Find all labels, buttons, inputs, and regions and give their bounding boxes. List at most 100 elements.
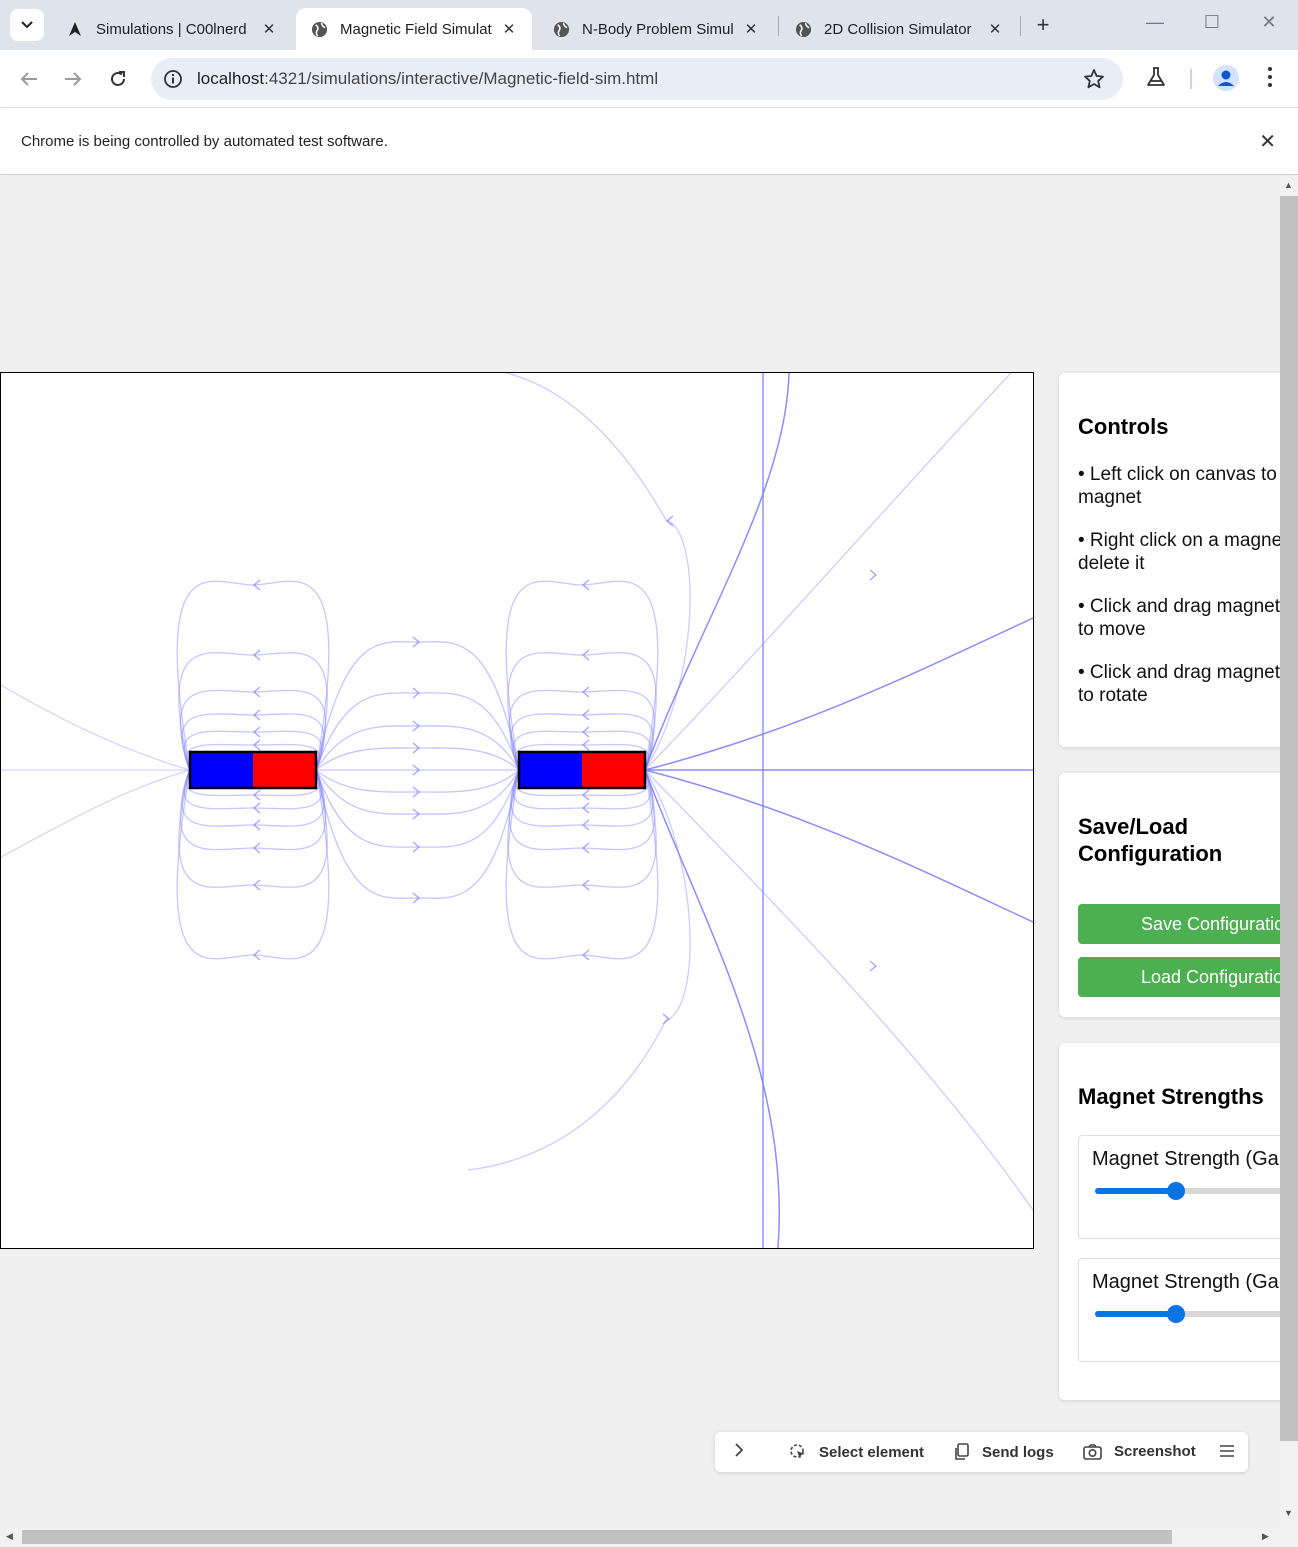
field-line xyxy=(1,769,191,858)
send-logs-button[interactable]: Send logs xyxy=(953,1443,1054,1461)
scroll-left-icon[interactable]: ◀ xyxy=(6,1531,13,1541)
globe-icon xyxy=(794,20,812,38)
field-line xyxy=(176,769,330,960)
magnet-strengths-title: Magnet Strengths xyxy=(1078,1084,1264,1109)
field-arrow xyxy=(581,709,590,721)
arrow-right-icon xyxy=(65,72,82,86)
field-arrow xyxy=(581,739,590,751)
close-icon[interactable]: ✕ xyxy=(262,21,276,38)
field-line xyxy=(315,692,520,771)
magnet-strength-group: Magnet Strength (Gauss) xyxy=(1078,1258,1280,1362)
tab-simulations[interactable]: Simulations | C00lnerd ✕ xyxy=(52,8,292,50)
field-arrow xyxy=(252,649,261,661)
tab-n-body[interactable]: N-Body Problem Simula ✕ xyxy=(538,8,774,50)
field-arrow xyxy=(581,789,590,801)
close-icon[interactable]: ✕ xyxy=(1259,131,1276,153)
bookmark-star-icon[interactable] xyxy=(1083,68,1105,95)
scroll-down-icon[interactable]: ▼ xyxy=(1284,1508,1293,1518)
maximize-icon[interactable]: ☐ xyxy=(1203,12,1221,32)
field-arrow xyxy=(252,726,261,738)
labs-flask-icon[interactable] xyxy=(1145,66,1167,93)
automation-infobar: Chrome is being controlled by automated … xyxy=(0,109,1298,175)
controls-title: Controls xyxy=(1078,414,1169,439)
slider-fill xyxy=(1095,1311,1177,1317)
profile-avatar-icon[interactable] xyxy=(1212,64,1240,97)
instruction-rotate: • Click and drag magnet to rotate xyxy=(1078,662,1280,706)
controls-panel: Controls • Left click on canvas to magnet… xyxy=(1059,373,1280,747)
vertical-scroll-thumb[interactable] xyxy=(1280,196,1298,1441)
slider-thumb[interactable] xyxy=(1167,1305,1186,1323)
arrow-left-icon xyxy=(20,72,37,86)
hamburger-menu-icon[interactable] xyxy=(1219,1444,1247,1458)
field-line xyxy=(505,769,659,960)
kebab-menu-icon[interactable] xyxy=(1267,66,1273,93)
select-element-button[interactable]: Select element xyxy=(789,1443,924,1461)
field-line xyxy=(644,769,780,1248)
site-info-icon[interactable] xyxy=(163,69,183,94)
collapse-toolbar-button[interactable] xyxy=(735,1443,756,1457)
field-arrow xyxy=(581,949,590,961)
field-line xyxy=(644,769,1033,923)
tab-magnetic-field[interactable]: Magnetic Field Simulati ✕ xyxy=(296,8,532,50)
field-arrow xyxy=(252,789,261,801)
field-line xyxy=(315,747,520,771)
screenshot-button[interactable]: Screenshot xyxy=(1083,1443,1196,1460)
scroll-right-icon[interactable]: ▶ xyxy=(1262,1531,1269,1541)
field-arrow xyxy=(412,764,421,776)
field-arrow xyxy=(412,687,421,699)
save-load-title: Save/Load Configuration xyxy=(1078,814,1223,866)
close-icon[interactable]: ✕ xyxy=(502,21,516,38)
field-line xyxy=(644,769,1033,1211)
tab-collision[interactable]: 2D Collision Simulator ✕ xyxy=(780,8,1018,50)
load-configuration-button[interactable]: Load Configuration xyxy=(1078,957,1280,997)
forward-button[interactable] xyxy=(60,66,86,92)
field-line xyxy=(315,769,520,848)
magnet-outline xyxy=(517,750,647,790)
field-arrow xyxy=(252,579,261,591)
new-tab-button[interactable]: + xyxy=(1036,12,1050,37)
page-viewport: Controls • Left click on canvas to magnet… xyxy=(0,176,1280,1527)
field-arrow xyxy=(412,841,421,853)
scroll-up-icon[interactable]: ▲ xyxy=(1284,180,1293,190)
magnet-strength-slider[interactable] xyxy=(1095,1182,1280,1200)
toolbar-divider xyxy=(1190,69,1192,89)
tab-title: Simulations | C00lnerd xyxy=(96,20,247,38)
field-lines-drawing xyxy=(1,373,1033,1248)
magnet-strength-label: Magnet Strength (Gauss) xyxy=(1092,1271,1280,1293)
magnet-south-pole xyxy=(582,752,645,788)
horizontal-scroll-thumb[interactable] xyxy=(22,1530,1172,1544)
field-line xyxy=(505,580,659,771)
field-arrow xyxy=(581,819,590,831)
field-arrow xyxy=(581,842,590,854)
vertical-scrollbar[interactable]: ▲ ▼ xyxy=(1280,176,1298,1527)
magnet-south-pole xyxy=(253,752,316,788)
save-configuration-button[interactable]: Save Configuration xyxy=(1078,904,1280,944)
field-arrow xyxy=(252,879,261,891)
back-button[interactable] xyxy=(16,66,42,92)
horizontal-scrollbar[interactable]: ◀ ▶ xyxy=(0,1527,1298,1547)
field-arrow xyxy=(412,786,421,798)
close-icon[interactable]: ✕ xyxy=(744,21,758,38)
field-arrow xyxy=(869,569,878,581)
field-line xyxy=(176,580,330,771)
magnet-outline xyxy=(188,750,318,790)
slider-thumb[interactable] xyxy=(1167,1182,1186,1200)
field-arrow xyxy=(252,709,261,721)
field-arrow xyxy=(869,960,878,972)
minimize-icon[interactable]: — xyxy=(1146,12,1164,32)
close-icon[interactable]: ✕ xyxy=(988,21,1002,38)
infobar-message: Chrome is being controlled by automated … xyxy=(21,133,388,150)
chevron-right-icon xyxy=(735,1443,744,1457)
simulation-canvas[interactable] xyxy=(0,372,1034,1249)
field-arrow xyxy=(412,636,421,648)
field-line xyxy=(644,617,1033,771)
reload-button[interactable] xyxy=(105,66,131,92)
window-close-icon[interactable]: ✕ xyxy=(1261,12,1277,32)
address-bar[interactable]: localhost:4321/simulations/interactive/M… xyxy=(151,58,1123,100)
chevron-down-icon xyxy=(21,21,33,29)
globe-icon xyxy=(310,20,328,38)
magnet-strength-slider[interactable] xyxy=(1095,1305,1280,1323)
field-line xyxy=(315,769,520,899)
tab-separator xyxy=(778,16,779,36)
tab-search-button[interactable] xyxy=(10,9,44,41)
